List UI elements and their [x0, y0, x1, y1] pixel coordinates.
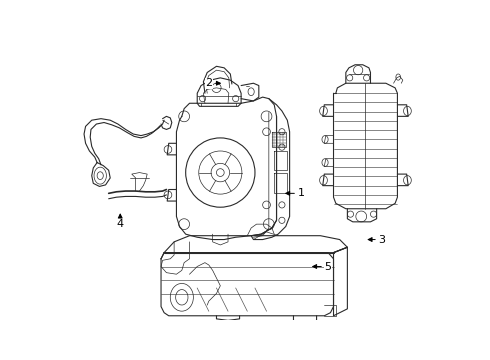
Text: 5: 5 — [313, 261, 332, 271]
Text: 1: 1 — [286, 188, 305, 198]
Text: 4: 4 — [117, 214, 124, 229]
Text: 3: 3 — [368, 235, 386, 244]
Text: 2: 2 — [205, 78, 221, 88]
